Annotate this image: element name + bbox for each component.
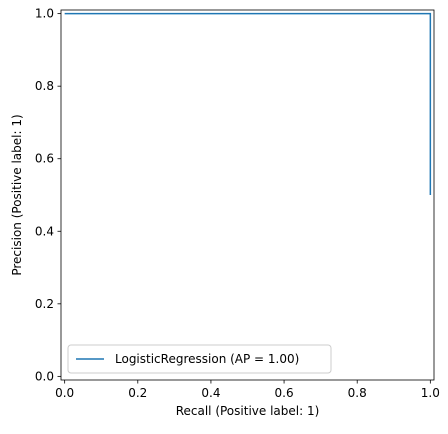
legend-entry-label: LogisticRegression (AP = 1.00) [115, 352, 299, 366]
y-tick-label: 1.0 [35, 7, 54, 21]
y-tick-label: 0.2 [35, 297, 54, 311]
x-tick-label: 0.4 [201, 386, 220, 400]
y-tick-label: 0.6 [35, 152, 54, 166]
series-line [64, 12, 432, 195]
x-tick-label: 1.0 [421, 386, 440, 400]
legend-box [67, 344, 332, 374]
axes-frame [60, 9, 435, 381]
y-axis-ticks: 0.0 0.2 0.4 0.6 0.8 1.0 [35, 7, 61, 383]
legend: LogisticRegression (AP = 1.00) [67, 344, 332, 374]
y-tick-label: 0.8 [35, 79, 54, 93]
x-tick-label: 0.6 [275, 386, 294, 400]
series-layer [64, 12, 432, 195]
x-axis-ticks: 0.0 0.2 0.4 0.6 0.8 1.0 [55, 380, 440, 400]
y-tick-label: 0.0 [35, 369, 54, 383]
y-axis-label: Precision (Positive label: 1) [10, 114, 24, 275]
x-tick-label: 0.8 [348, 386, 367, 400]
x-tick-label: 0.2 [128, 386, 147, 400]
x-tick-label: 0.0 [55, 386, 74, 400]
y-tick-label: 0.4 [35, 224, 54, 238]
x-axis-label: Recall (Positive label: 1) [176, 404, 320, 418]
plot-area [60, 9, 435, 381]
